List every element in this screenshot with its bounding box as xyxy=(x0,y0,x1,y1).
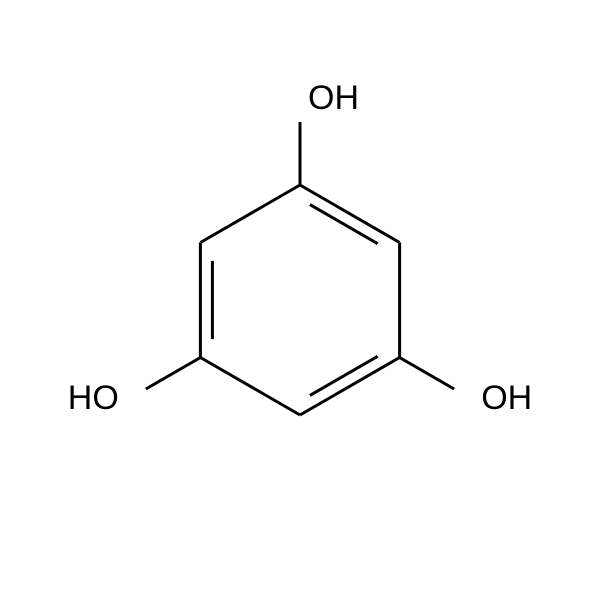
atom-label: OH xyxy=(308,79,359,117)
ring-bond xyxy=(200,358,300,416)
molecule-diagram: OH OH HO xyxy=(0,0,600,600)
substituent-bond xyxy=(146,358,201,390)
ring-bond xyxy=(300,358,400,416)
ring-bond xyxy=(300,185,400,243)
ring-bond xyxy=(200,185,300,243)
substituent-bond xyxy=(400,358,455,390)
atom-label: OH xyxy=(481,379,532,417)
atom-label: HO xyxy=(68,379,119,417)
